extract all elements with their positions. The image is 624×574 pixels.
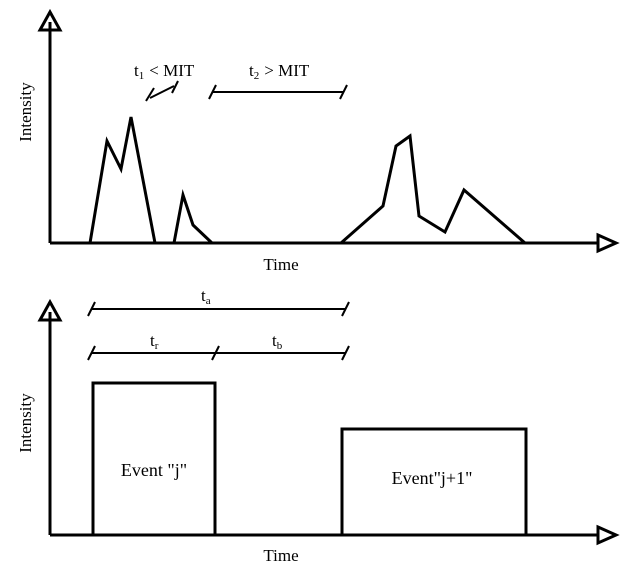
bottom-panel: Intensity Time Event "j" Event"j+1" ta t… <box>16 286 620 565</box>
interval-tb: tb <box>216 331 350 361</box>
bottom-x-axis-arrow <box>596 524 620 546</box>
interval-t1-label: t1 < MIT <box>134 61 195 82</box>
interval-tr-label: tr <box>150 331 159 352</box>
interval-t2: t2 > MIT <box>208 61 348 100</box>
signal-peak-1 <box>88 116 157 244</box>
interval-tb-label: tb <box>272 331 283 352</box>
top-x-axis-label: Time <box>263 255 298 274</box>
top-panel: Intensity Time t1 < MIT t2 > MIT <box>16 8 620 274</box>
top-y-axis-label: Intensity <box>16 82 35 142</box>
top-x-axis-arrow <box>596 232 620 254</box>
event-j-label: Event "j" <box>121 460 187 480</box>
event-j1-box <box>340 427 528 535</box>
bottom-y-axis-arrow <box>37 298 63 322</box>
interval-t2-label: t2 > MIT <box>249 61 310 82</box>
interval-ta: ta <box>87 286 350 317</box>
event-j-box <box>91 381 217 535</box>
signal-peak-2 <box>172 189 214 245</box>
interval-ta-label: ta <box>201 286 211 307</box>
top-y-axis-arrow <box>37 8 63 32</box>
interval-tr: tr <box>87 331 220 361</box>
event-j1-label: Event"j+1" <box>392 468 473 488</box>
interval-t1: t1 < MIT <box>134 61 195 102</box>
signal-peak-3 <box>340 133 526 245</box>
bottom-x-axis-label: Time <box>263 546 298 565</box>
bottom-y-axis-label: Intensity <box>16 393 35 453</box>
